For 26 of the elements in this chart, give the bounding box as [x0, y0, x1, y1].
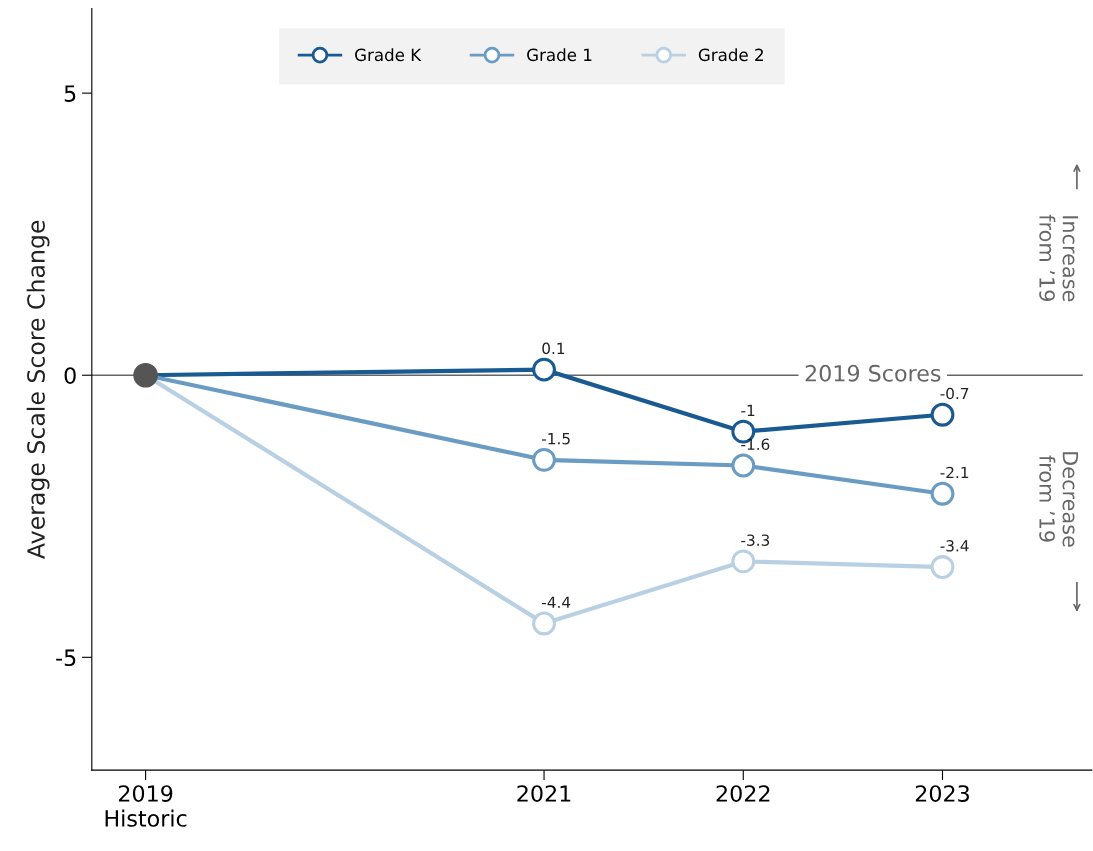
data-label: -3.3	[741, 534, 770, 546]
x-tick-label: 2023	[915, 785, 969, 802]
y-tick-label: -5	[56, 649, 76, 667]
point	[532, 357, 556, 382]
point	[133, 362, 158, 388]
data-label: -0.7	[940, 387, 969, 400]
point	[930, 402, 955, 427]
data-label: 0.1	[542, 342, 565, 355]
annotation: Increase from ’19	[1039, 214, 1079, 302]
y-tick-label: 5	[64, 85, 76, 102]
legend-label: Grade K	[355, 48, 422, 62]
data-label: -1	[741, 404, 755, 416]
y-axis-title: Average Scale Score Change	[26, 220, 50, 559]
annotation: Decrease from ’19	[1039, 452, 1079, 547]
data-label: -1.5	[542, 433, 570, 445]
data-label: -3.4	[940, 540, 969, 552]
legend-label: Grade 1	[527, 48, 592, 62]
y-tick-label: 0	[64, 367, 76, 384]
data-label: -2.1	[940, 466, 969, 479]
data-label: -4.4	[542, 596, 571, 608]
ref-line-label: 2019 Scores	[805, 364, 941, 382]
x-tick-label: 2022	[716, 785, 770, 802]
x-tick-label: 2019 Historic	[105, 785, 187, 827]
data-label: -1.6	[741, 438, 770, 451]
legend-label: Grade 2	[698, 48, 763, 62]
x-tick-label: 2021	[517, 785, 571, 802]
